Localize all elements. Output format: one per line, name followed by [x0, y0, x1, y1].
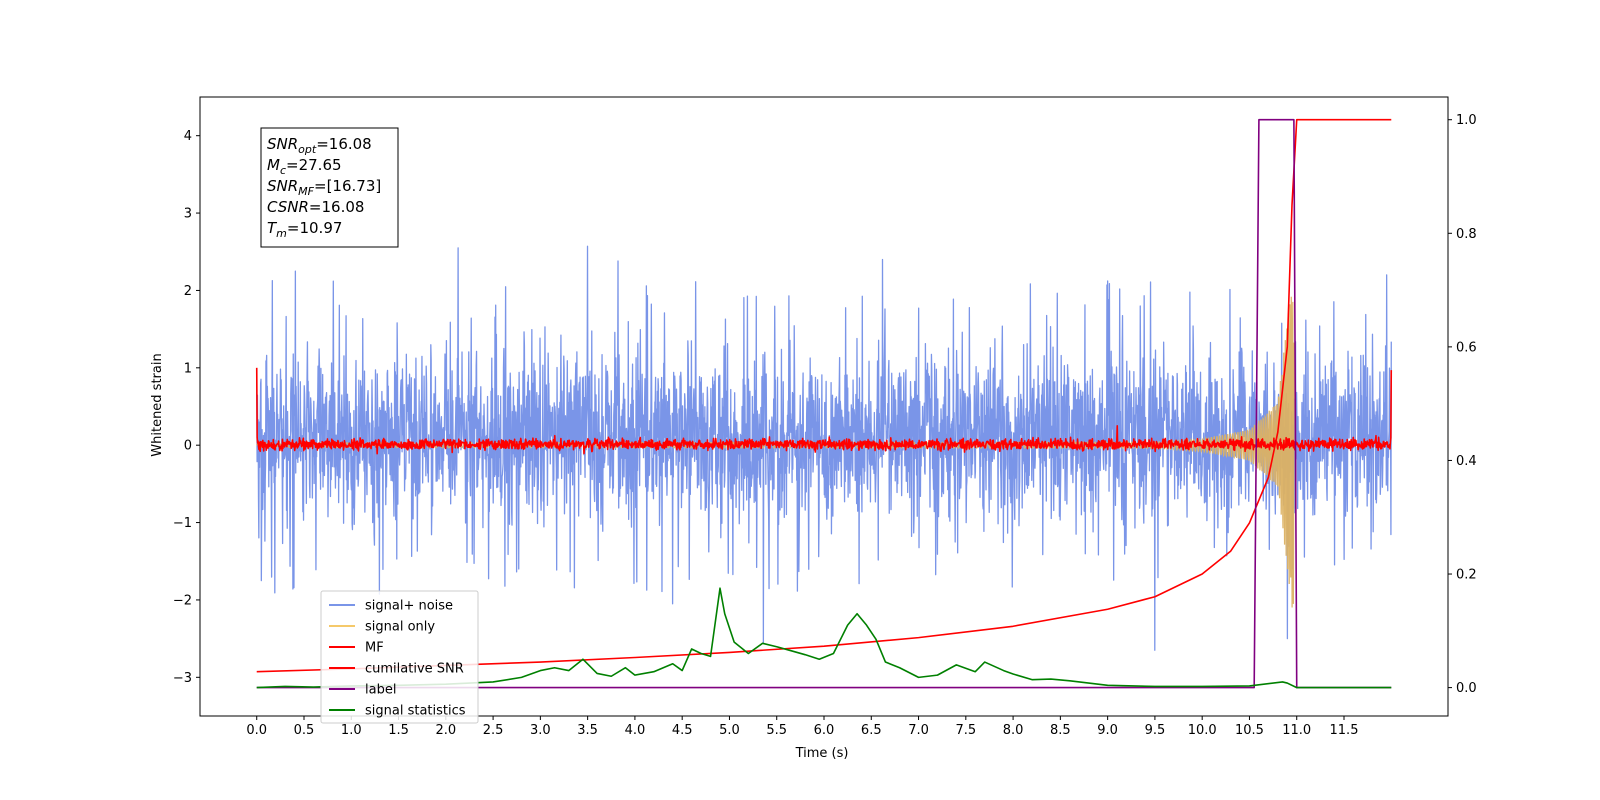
annotation-subscript: c [280, 164, 286, 177]
x-tick-label: 5.0 [719, 723, 740, 738]
annotation-value: =10.97 [287, 219, 343, 237]
legend-label-signal-statistics: signal statistics [365, 704, 466, 719]
y-right-tick-label: 0.0 [1456, 681, 1477, 696]
x-tick-label: 7.5 [955, 723, 976, 738]
x-tick-label: 3.0 [530, 723, 551, 738]
annotation-line: Tm=10.97 [267, 219, 342, 240]
x-tick-label: 7.0 [908, 723, 929, 738]
x-tick-label: 4.5 [672, 723, 693, 738]
annotation-subscript: MF [298, 185, 314, 198]
annotation-line: SNRopt=16.08 [267, 135, 372, 156]
y-right-tick-label: 0.6 [1456, 340, 1477, 355]
y-left-tick-label: 4 [184, 129, 192, 144]
legend-label-label: label [365, 683, 396, 698]
y-left-tick-label: −2 [173, 593, 192, 608]
y-right-tick-label: 1.0 [1456, 113, 1477, 128]
series-signal-noise [256, 245, 1392, 651]
legend: signal+ noise signal only MF cumilative SNR… [320, 590, 479, 724]
x-axis-label: Time (s) [795, 746, 849, 761]
annotation-symbol: T [267, 219, 278, 237]
series-signal-statistics [256, 587, 1392, 689]
x-tick-label: 8.0 [1003, 723, 1024, 738]
annotation-line: SNRMF=[16.73] [267, 177, 381, 198]
plot-area [255, 118, 1393, 689]
y-right-tick-label: 0.4 [1456, 454, 1477, 469]
y-left-tick-label: −1 [173, 516, 192, 531]
y-axis-left: −3 −2 −1 0 1 2 3 4 [173, 129, 200, 686]
snr-annotation-box: SNRopt=16.08Mc=27.65SNRMF=[16.73]CSNR=16… [260, 127, 399, 248]
y-right-tick-label: 0.8 [1456, 227, 1477, 242]
annotation-value: =27.65 [286, 156, 342, 174]
x-tick-label: 8.5 [1050, 723, 1071, 738]
annotation-subscript: m [276, 227, 287, 240]
annotation-symbol: SNR [267, 135, 298, 153]
legend-frame [320, 590, 479, 724]
x-tick-label: 10.0 [1188, 723, 1217, 738]
y-left-tick-label: 2 [184, 284, 192, 299]
annotation-value: =16.08 [316, 135, 372, 153]
x-tick-label: 9.0 [1097, 723, 1118, 738]
annotation-symbol: CSNR [267, 198, 309, 216]
legend-label-mf: MF [365, 641, 384, 656]
annotation-line: Mc=27.65 [267, 156, 342, 177]
x-tick-label: 11.5 [1330, 723, 1359, 738]
x-tick-label: 4.0 [625, 723, 646, 738]
x-tick-label: 6.0 [814, 723, 835, 738]
y-right-tick-label: 0.2 [1456, 568, 1477, 583]
x-axis: 0.0 0.5 1.0 1.5 2.0 2.5 3.0 3.5 4.0 4.5 5.0 5.5 6.0 6… [246, 716, 1358, 738]
y-axis-label-left: Whitened strain [150, 353, 165, 456]
series-mf [255, 367, 1393, 455]
annotation-value: =[16.73] [314, 177, 381, 195]
x-tick-label: 6.5 [861, 723, 882, 738]
y-left-tick-label: −3 [173, 671, 192, 686]
annotation-line: CSNR=16.08 [267, 198, 364, 216]
x-tick-label: 2.0 [435, 723, 456, 738]
series-cumilative-snr [256, 118, 1392, 673]
x-tick-label: 9.5 [1145, 723, 1166, 738]
x-tick-label: 5.5 [766, 723, 787, 738]
x-tick-label: 10.5 [1235, 723, 1264, 738]
x-tick-label: 2.5 [483, 723, 504, 738]
annotation-symbol: M [267, 156, 280, 174]
annotation-subscript: opt [298, 143, 317, 156]
y-left-tick-label: 0 [184, 439, 192, 454]
x-tick-label: 1.0 [341, 723, 362, 738]
annotation-box-frame [260, 127, 399, 248]
legend-label-signal-only: signal only [365, 620, 435, 635]
annotation-symbol: SNR [267, 177, 298, 195]
x-tick-label: 3.5 [577, 723, 598, 738]
x-tick-label: 0.5 [294, 723, 315, 738]
legend-label-signal-noise: signal+ noise [365, 599, 453, 614]
x-tick-label: 0.0 [246, 723, 267, 738]
y-axis-right: 0.0 0.2 0.4 0.6 0.8 1.0 [1448, 113, 1477, 696]
annotation-value: =16.08 [309, 198, 365, 216]
x-tick-label: 1.5 [388, 723, 409, 738]
legend-label-cumilative-snr: cumilative SNR [365, 662, 464, 677]
x-tick-label: 11.0 [1282, 723, 1311, 738]
y-left-tick-label: 1 [184, 361, 192, 376]
y-left-tick-label: 3 [184, 207, 192, 222]
